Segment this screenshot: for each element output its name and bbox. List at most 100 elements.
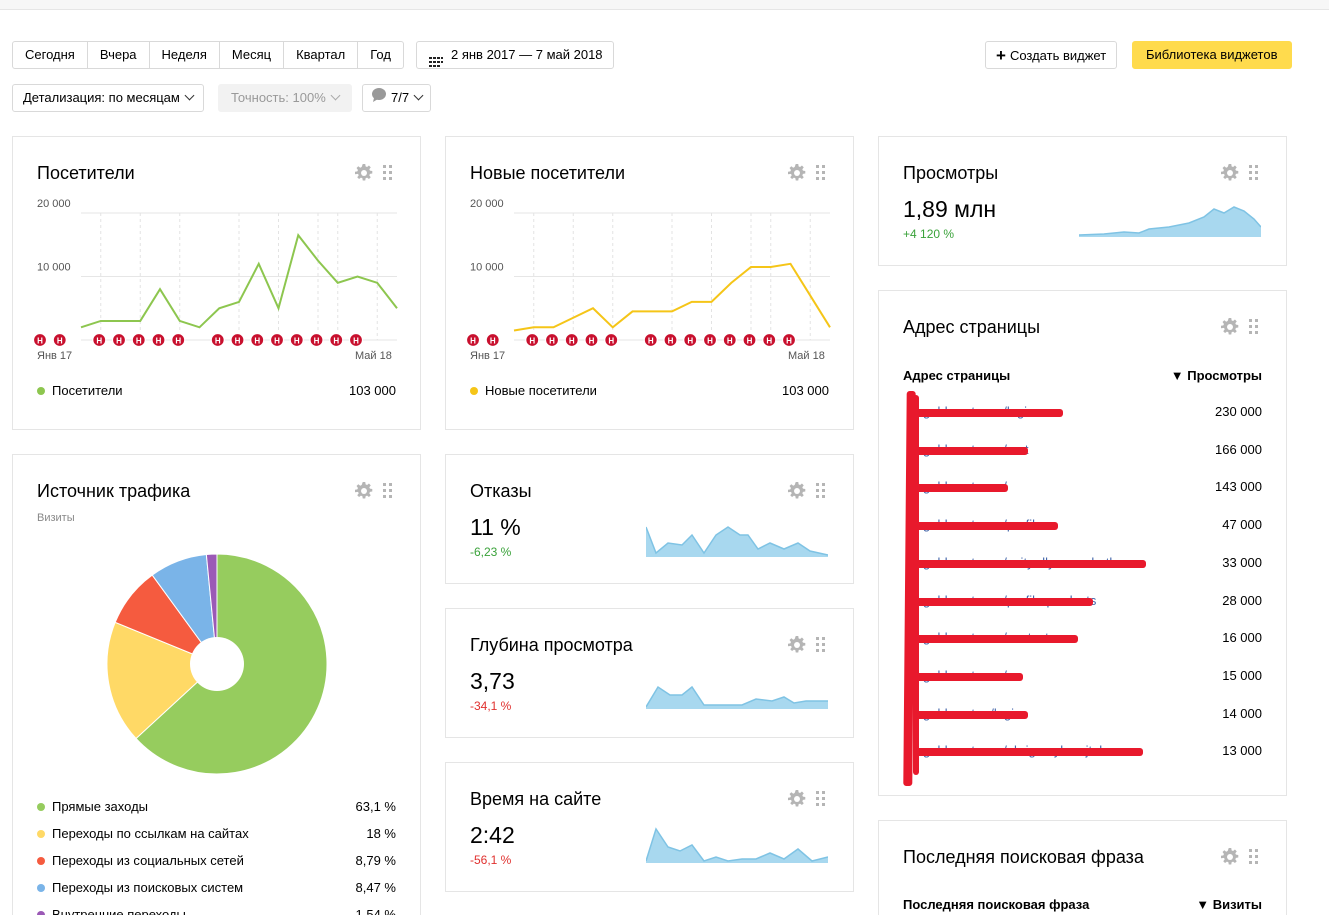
widget-title: Адрес страницы [903, 317, 1041, 337]
redaction-mark [913, 710, 1028, 719]
marker-label: Н [294, 337, 300, 346]
annotation-marker: Н [564, 332, 579, 348]
legend-label-wrap: Переходы по ссылкам на сайтах [37, 826, 249, 841]
legend-dot [37, 802, 45, 811]
legend-label-wrap: Внутренние переходы [37, 907, 186, 915]
gear-icon[interactable] [788, 164, 806, 182]
calendar-icon [429, 50, 443, 67]
series-line [80, 233, 398, 329]
segments-dropdown[interactable]: 7/7 [362, 84, 432, 112]
legend-item: Посетители [37, 383, 123, 398]
page-views: 166 000 [1215, 441, 1262, 457]
drag-handle-icon[interactable] [383, 165, 393, 181]
drag-handle-icon[interactable] [816, 637, 826, 653]
marker-label: Н [136, 337, 142, 346]
legend-item[interactable]: Переходы из поисковых систем 8,47 % [37, 880, 396, 895]
metric-delta: -34,1 % [470, 699, 512, 713]
period-today[interactable]: Сегодня [13, 42, 88, 68]
widget-title: Посетители [37, 163, 135, 183]
traffic-pie-chart [106, 553, 328, 775]
period-month[interactable]: Месяц [220, 42, 285, 68]
drag-handle-icon[interactable] [1249, 165, 1259, 181]
visitors-legend: Посетители 103 000 [37, 383, 396, 398]
marker-dot [762, 332, 777, 348]
marker-dot [722, 332, 737, 348]
drag-handle-icon[interactable] [1249, 319, 1259, 335]
marker-dot [683, 332, 698, 348]
annotation-marker: Н [210, 332, 225, 348]
marker-dot [171, 332, 186, 348]
legend-item[interactable]: Внутренние переходы 1,54 % [37, 907, 396, 915]
drag-handle-icon[interactable] [383, 483, 393, 499]
date-range-button[interactable]: 2 янв 2017 — 7 май 2018 [416, 41, 614, 69]
legend-label: Переходы из социальных сетей [52, 853, 244, 868]
page-views: 47 000 [1222, 517, 1262, 533]
top-border [0, 0, 1329, 10]
annotation-marker: Н [111, 332, 127, 348]
legend-item[interactable]: Переходы из социальных сетей 8,79 % [37, 853, 396, 868]
period-quarter[interactable]: Квартал [284, 42, 359, 68]
period-week[interactable]: Неделя [150, 42, 220, 68]
gear-icon[interactable] [1221, 164, 1239, 182]
legend-item[interactable]: Прямые заходы 63,1 % [37, 799, 396, 814]
annotation-marker: Н [702, 332, 718, 348]
widget-title: Глубина просмотра [470, 635, 633, 655]
legend-label-wrap: Переходы из социальных сетей [37, 853, 244, 868]
marker-dot [111, 332, 127, 348]
drag-handle-icon[interactable] [1249, 849, 1259, 865]
annotation-marker: Н [92, 332, 107, 348]
drag-handle-icon[interactable] [816, 165, 826, 181]
widget-library-button[interactable]: Библиотека виджетов [1132, 41, 1292, 69]
gear-icon[interactable] [1221, 318, 1239, 336]
widget-title: Последняя поисковая фраза [903, 847, 1144, 867]
marker-label: Н [116, 337, 122, 346]
date-range-label: 2 янв 2017 — 7 май 2018 [451, 47, 603, 62]
marker-label: Н [727, 337, 733, 346]
widget-title: Источник трафика [37, 481, 191, 501]
series-line [513, 262, 831, 332]
annotation-marker: Н [269, 332, 285, 348]
new-visitors-widget: Новые посетители 20 000 10 000 Н Н Н Н Н Н Н Н Н Н Н… [445, 136, 854, 430]
annotation-marker: Н [52, 332, 67, 348]
gear-icon[interactable] [788, 636, 806, 654]
gear-icon[interactable] [1221, 848, 1239, 866]
period-year[interactable]: Год [370, 47, 391, 62]
gear-icon[interactable] [355, 482, 373, 500]
traffic-source-widget: Источник трафика Визиты Прямые заходы 63,… [12, 454, 421, 915]
metric-delta: -56,1 % [470, 853, 512, 867]
column-header-address[interactable]: Адрес страницы [903, 368, 1011, 383]
column-header-visits[interactable]: ▼ Визиты [1196, 897, 1262, 912]
gear-icon[interactable] [355, 164, 373, 182]
legend-item[interactable]: Переходы по ссылкам на сайтах 18 % [37, 826, 396, 841]
marker-label: Н [569, 337, 575, 346]
widget-subtitle: Визиты [37, 512, 75, 524]
drag-handle-icon[interactable] [816, 483, 826, 499]
x-tick-label: Май 18 [788, 350, 825, 362]
marker-dot [525, 332, 540, 348]
column-header-phrase[interactable]: Последняя поисковая фраза [903, 897, 1090, 912]
marker-label: Н [529, 337, 535, 346]
marker-label: Н [215, 337, 221, 346]
new-visitors-legend: Новые посетители 103 000 [470, 383, 829, 398]
legend-total: 103 000 [782, 383, 829, 398]
create-widget-button[interactable]: + Создать виджет [985, 41, 1118, 69]
detail-dropdown[interactable]: Детализация: по месяцам [12, 84, 204, 112]
legend-label-wrap: Переходы из поисковых систем [37, 880, 243, 895]
legend-dot [37, 856, 45, 865]
redaction-mark [913, 446, 1028, 455]
marker-label: Н [314, 337, 320, 346]
gear-icon[interactable] [788, 790, 806, 808]
marker-dot [329, 332, 344, 348]
column-header-views[interactable]: ▼ Просмотры [1170, 368, 1262, 383]
marker-label: Н [589, 337, 595, 346]
annotation-marker: Н [643, 332, 658, 348]
accuracy-dropdown[interactable]: Точность: 100% [218, 84, 352, 112]
marker-dot [584, 332, 599, 348]
drag-handle-icon[interactable] [816, 791, 826, 807]
legend-label: Посетители [52, 383, 123, 398]
redaction-mark [913, 522, 1058, 531]
gear-icon[interactable] [788, 482, 806, 500]
period-yesterday[interactable]: Вчера [88, 42, 150, 68]
redaction-mark [913, 597, 1093, 606]
redaction-mark [913, 672, 1023, 681]
